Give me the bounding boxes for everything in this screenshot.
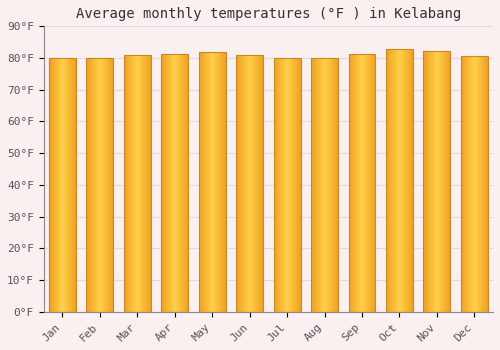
Title: Average monthly temperatures (°F ) in Kelabang: Average monthly temperatures (°F ) in Ke… xyxy=(76,7,461,21)
Bar xyxy=(162,54,188,312)
Bar xyxy=(124,55,151,312)
Bar xyxy=(424,51,450,312)
Bar xyxy=(461,56,488,312)
Bar xyxy=(386,49,413,312)
Bar xyxy=(348,54,376,312)
Bar xyxy=(86,58,114,312)
Bar xyxy=(311,58,338,312)
Bar xyxy=(49,58,76,312)
Bar xyxy=(198,52,226,312)
Bar xyxy=(236,56,263,312)
Bar xyxy=(274,58,300,312)
